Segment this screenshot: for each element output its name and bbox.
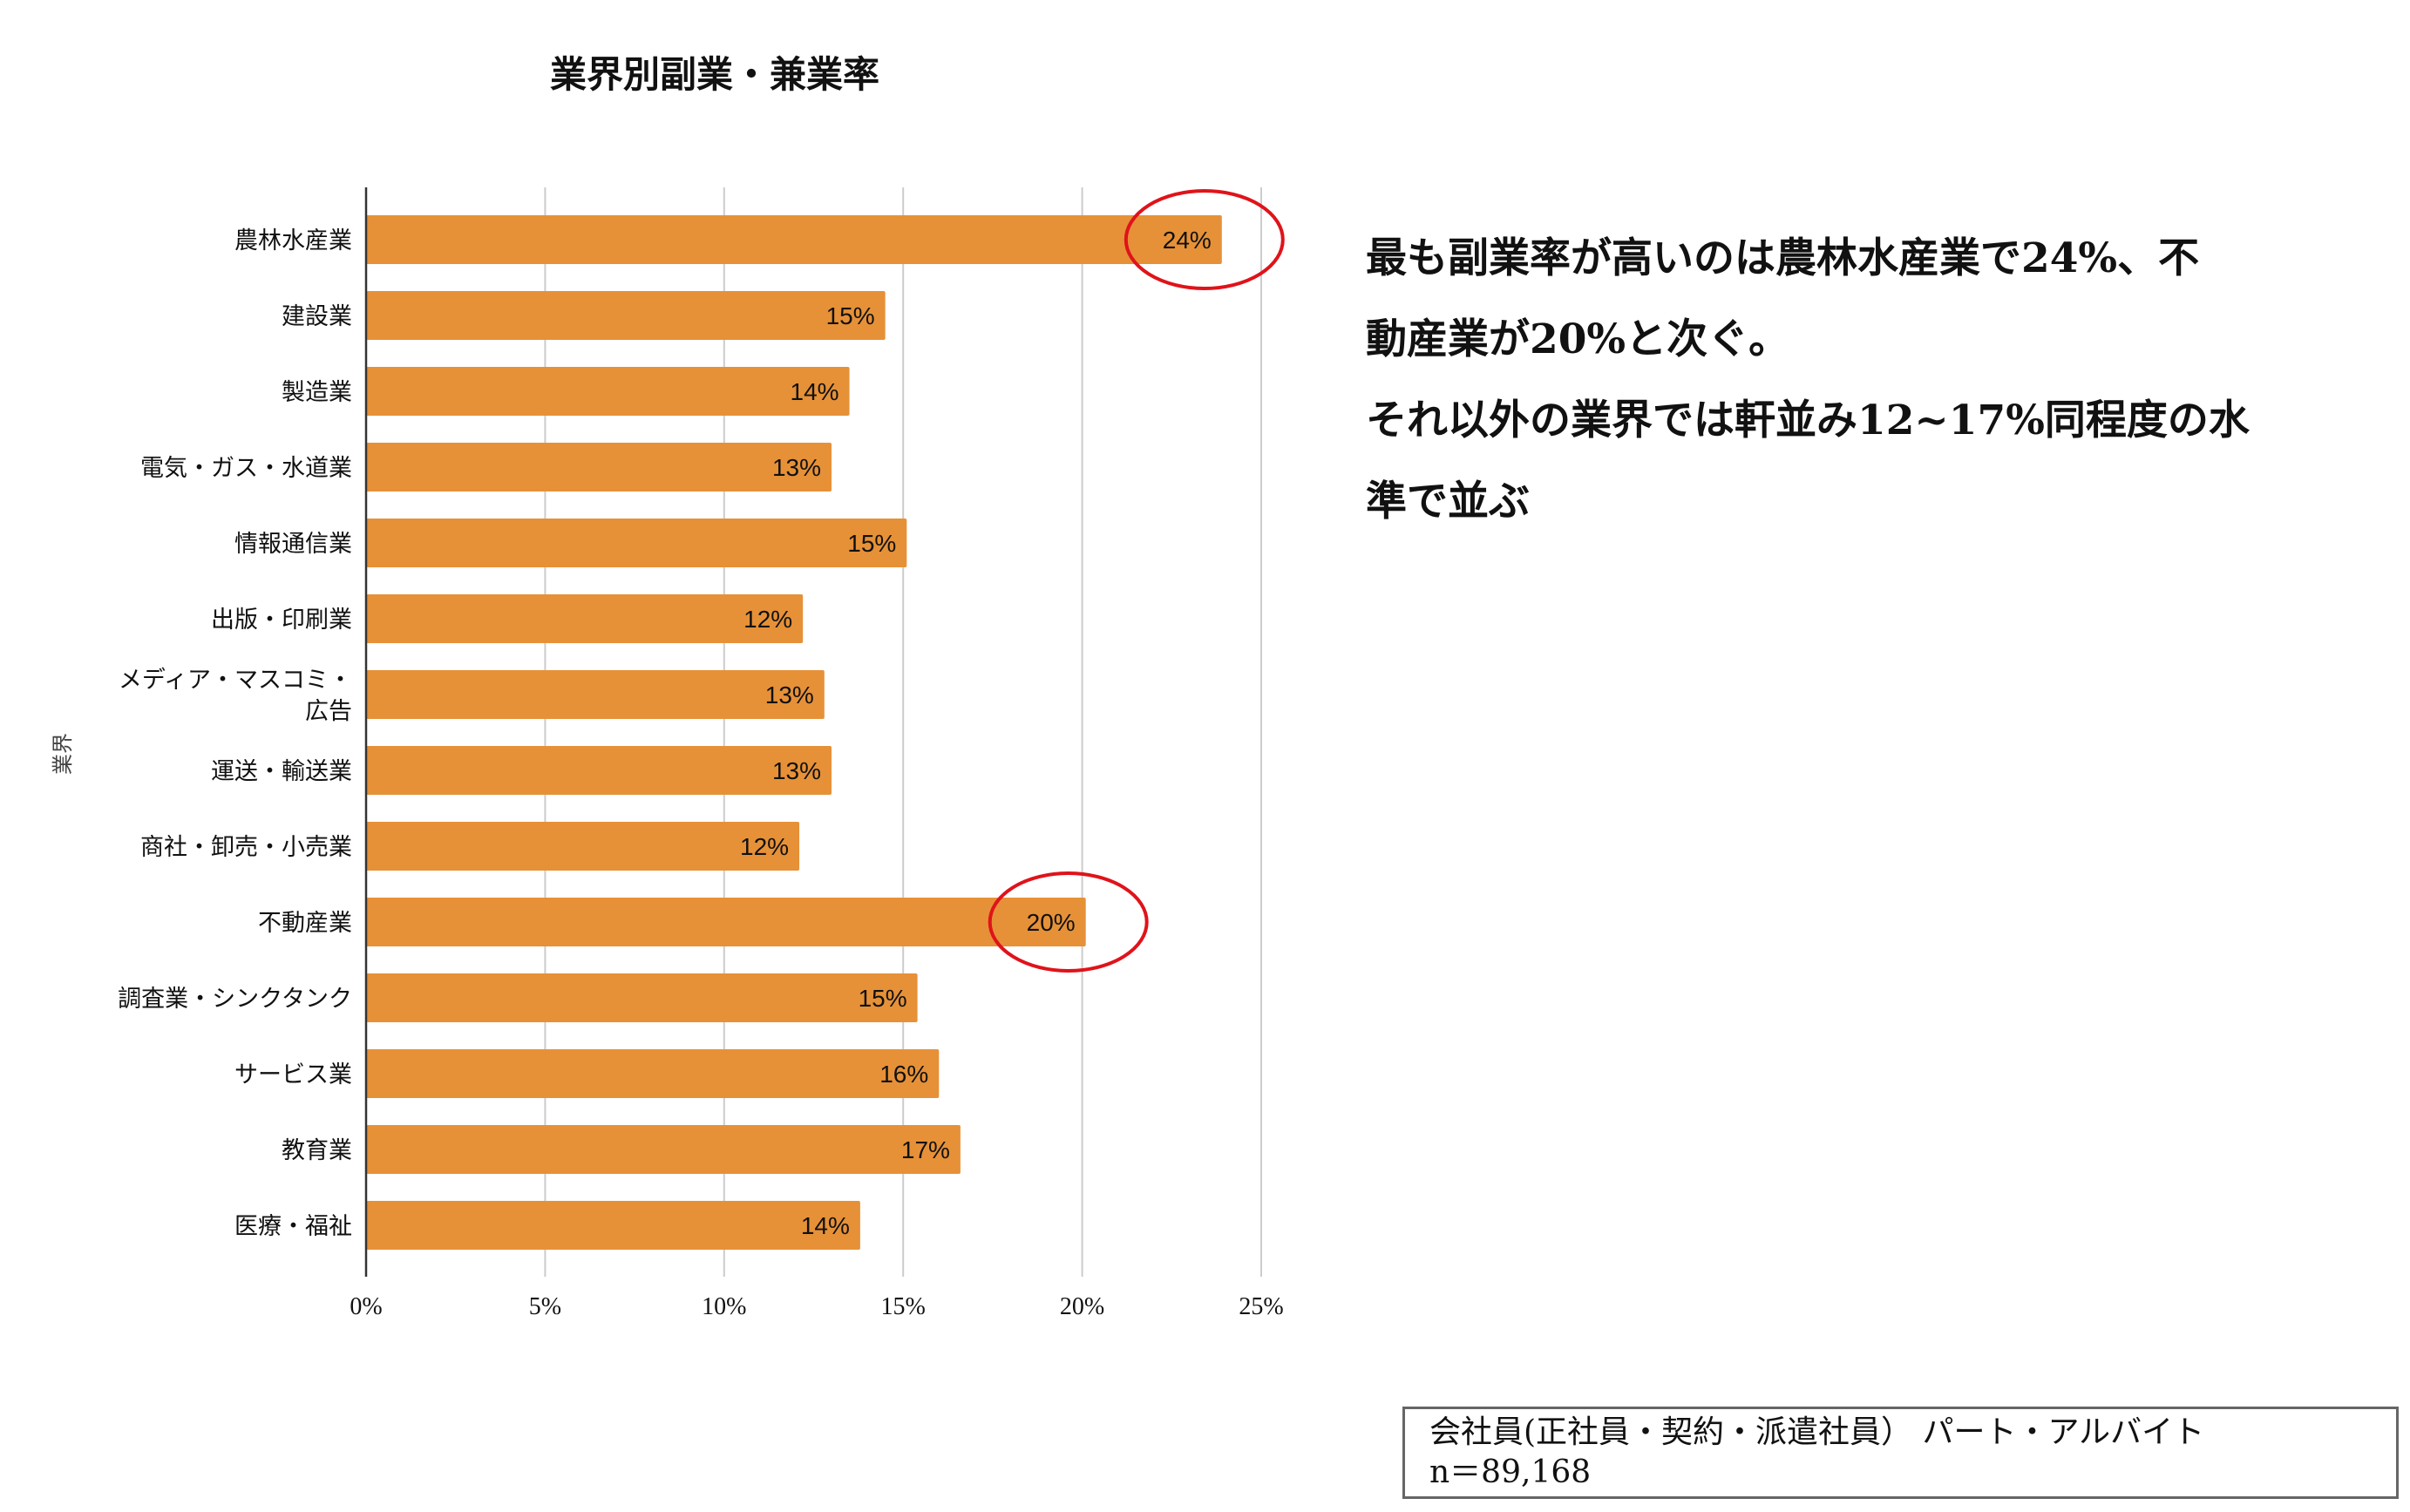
data-label: 13% — [772, 757, 821, 784]
x-tick-label: 5% — [529, 1293, 561, 1320]
highlight-circle — [1124, 189, 1285, 290]
bar — [366, 822, 800, 871]
data-label: 14% — [791, 378, 839, 405]
bar — [366, 746, 832, 795]
category-label: サービス業 — [234, 1061, 352, 1088]
category-label: 商社・卸売・小売業 — [140, 834, 352, 861]
data-label: 15% — [847, 530, 896, 557]
bar — [366, 1201, 860, 1250]
commentary-line: 動産業が20%と次ぐ。 — [1366, 315, 1790, 363]
category-label: 出版・印刷業 — [211, 607, 352, 634]
footnote-sample-size: n＝89,168 — [1429, 1454, 1592, 1490]
bar — [366, 443, 832, 492]
data-label: 12% — [740, 833, 789, 860]
bar-chart: 0% 5% 10% 15% 20% 25% 24% 農林水産業 15% 建設業 14% 製造業 13% 電… — [51, 187, 1285, 1320]
x-tick-label: 25% — [1239, 1293, 1283, 1320]
bar — [366, 291, 886, 340]
sample-footnote-box: 会社員(正社員・契約・派遣社員） パート・アルバイト n＝89,168 — [1402, 1407, 2399, 1499]
data-label: 20% — [1027, 909, 1076, 936]
category-label: 運送・輸送業 — [211, 758, 352, 785]
y-axis-title: 業界 — [51, 733, 75, 775]
x-tick-label: 15% — [881, 1293, 926, 1320]
category-label: 農林水産業 — [234, 227, 352, 254]
data-label: 15% — [826, 302, 875, 329]
category-label: 広告 — [305, 698, 352, 725]
category-label: 教育業 — [282, 1137, 352, 1164]
bar — [366, 215, 1222, 264]
data-label: 12% — [743, 606, 792, 633]
bar — [366, 973, 918, 1022]
data-label: 16% — [879, 1061, 928, 1088]
category-label: 情報通信業 — [234, 531, 352, 558]
category-label: 調査業・シンクタンク — [118, 986, 352, 1013]
data-label: 13% — [772, 454, 821, 481]
category-label: 電気・ガス・水道業 — [140, 455, 352, 482]
commentary-text: 最も副業率が高いのは農林水産業で24%、不 動産業が20%と次ぐ。 それ以外の業… — [1366, 218, 2394, 542]
bar — [366, 670, 825, 719]
highlight-circle — [988, 871, 1149, 973]
data-label: 17% — [901, 1136, 950, 1163]
category-label: 製造業 — [282, 379, 352, 406]
data-label: 13% — [765, 681, 814, 709]
category-label: メディア・マスコミ・ — [119, 667, 352, 694]
bar — [366, 367, 850, 416]
bar — [366, 898, 1086, 946]
category-label: 建設業 — [282, 303, 352, 330]
commentary-line: 準で並ぶ — [1366, 478, 1530, 525]
data-label: 24% — [1163, 227, 1212, 254]
x-tick-label: 20% — [1060, 1293, 1104, 1320]
footnote-population: 会社員(正社員・契約・派遣社員） パート・アルバイト — [1429, 1414, 2205, 1450]
bar — [366, 1049, 940, 1098]
commentary-line: 最も副業率が高いのは農林水産業で24%、不 — [1366, 234, 2200, 282]
chart-title: 業界別副業・兼業率 — [549, 53, 879, 96]
data-label: 15% — [859, 985, 907, 1012]
bar — [366, 1125, 961, 1174]
commentary-line: それ以外の業界では軒並み12~17%同程度の水 — [1366, 397, 2250, 444]
data-label: 14% — [801, 1212, 850, 1239]
category-label: 医療・福祉 — [234, 1213, 352, 1240]
category-label: 不動産業 — [258, 910, 352, 937]
bar — [366, 594, 804, 643]
x-tick-label: 0% — [350, 1293, 382, 1320]
bar — [366, 519, 907, 567]
x-tick-label: 10% — [702, 1293, 746, 1320]
